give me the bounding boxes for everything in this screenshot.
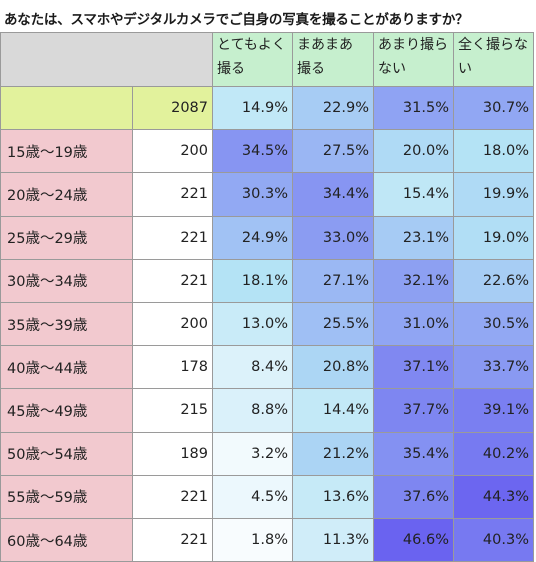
percent-cell: 37.7% (373, 388, 454, 433)
percent-cell: 3.2% (212, 431, 293, 476)
age-group-label: 50歳～54歳 (0, 431, 133, 476)
total-value-cell: 22.9% (292, 86, 374, 131)
column-header-line: 撮る (217, 61, 245, 77)
age-group-label: 30歳～34歳 (0, 258, 133, 303)
percent-cell: 40.2% (453, 431, 534, 476)
percent-cell: 39.1% (453, 388, 534, 433)
percent-cell: 46.6% (373, 518, 454, 562)
percent-cell: 37.1% (373, 345, 454, 390)
percent-cell: 30.5% (453, 302, 534, 347)
percent-cell: 8.4% (212, 345, 293, 390)
age-group-label: 25歳～29歳 (0, 215, 133, 260)
percent-cell: 1.8% (212, 518, 293, 562)
percent-cell: 32.1% (373, 258, 454, 303)
sample-size-cell: 178 (132, 345, 213, 390)
percent-cell: 13.0% (212, 302, 293, 347)
percent-cell: 34.4% (292, 172, 374, 217)
percent-cell: 18.0% (453, 129, 534, 174)
total-value-cell: 31.5% (373, 86, 454, 131)
age-group-label: 60歳～64歳 (0, 518, 133, 562)
sample-size-cell: 200 (132, 129, 213, 174)
total-n-cell: 2087 (132, 86, 213, 131)
age-group-label: 45歳～49歳 (0, 388, 133, 433)
percent-cell: 33.0% (292, 215, 374, 260)
sample-size-cell: 221 (132, 258, 213, 303)
percent-cell: 18.1% (212, 258, 293, 303)
sample-size-cell: 221 (132, 474, 213, 519)
percent-cell: 27.1% (292, 258, 374, 303)
column-header-line: とてもよく (217, 37, 286, 53)
percent-cell: 4.5% (212, 474, 293, 519)
age-group-label: 40歳～44歳 (0, 345, 133, 390)
sample-size-cell: 221 (132, 172, 213, 217)
percent-cell: 24.9% (212, 215, 293, 260)
column-header-line: あまり撮ら (378, 37, 448, 53)
survey-table: とてもよく 撮る まあまあ 撮る あまり撮ら ない 全く撮らない 2087 14.9% 22.9%… (0, 32, 534, 562)
percent-cell: 23.1% (373, 215, 454, 260)
percent-cell: 13.6% (292, 474, 374, 519)
percent-cell: 22.6% (453, 258, 534, 303)
column-header-line: 全く撮らな (458, 37, 528, 53)
percent-cell: 19.9% (453, 172, 534, 217)
percent-cell: 35.4% (373, 431, 454, 476)
sample-size-cell: 221 (132, 215, 213, 260)
percent-cell: 31.0% (373, 302, 454, 347)
sample-size-cell: 189 (132, 431, 213, 476)
percent-cell: 25.5% (292, 302, 374, 347)
column-header-line: ない (378, 61, 406, 77)
sample-size-cell: 200 (132, 302, 213, 347)
column-header-line: 撮る (297, 61, 325, 77)
sample-size-cell: 221 (132, 518, 213, 562)
page-title: あなたは、スマホやデジタルカメラでご自身の写真を撮ることがありますか？ (4, 12, 469, 28)
total-row-label (0, 86, 133, 131)
percent-cell: 15.4% (373, 172, 454, 217)
percent-cell: 33.7% (453, 345, 534, 390)
age-group-label: 15歳～19歳 (0, 129, 133, 174)
percent-cell: 27.5% (292, 129, 374, 174)
percent-cell: 30.3% (212, 172, 293, 217)
column-header-line: い (458, 61, 472, 77)
age-group-label: 35歳～39歳 (0, 302, 133, 347)
age-group-label: 20歳～24歳 (0, 172, 133, 217)
percent-cell: 34.5% (212, 129, 293, 174)
percent-cell: 37.6% (373, 474, 454, 519)
percent-cell: 21.2% (292, 431, 374, 476)
percent-cell: 14.4% (292, 388, 374, 433)
percent-cell: 20.8% (292, 345, 374, 390)
sample-size-cell: 215 (132, 388, 213, 433)
column-header: 全く撮らない (453, 32, 534, 87)
column-header-line: まあまあ (297, 37, 353, 53)
age-group-label: 55歳～59歳 (0, 474, 133, 519)
column-header: あまり撮ら ない (373, 32, 454, 87)
percent-cell: 11.3% (292, 518, 374, 562)
percent-cell: 20.0% (373, 129, 454, 174)
column-header: まあまあ 撮る (292, 32, 374, 87)
total-value-cell: 30.7% (453, 86, 534, 131)
percent-cell: 44.3% (453, 474, 534, 519)
percent-cell: 8.8% (212, 388, 293, 433)
percent-cell: 19.0% (453, 215, 534, 260)
percent-cell: 40.3% (453, 518, 534, 562)
header-blank-cell (0, 32, 213, 87)
total-value-cell: 14.9% (212, 86, 293, 131)
column-header: とてもよく 撮る (212, 32, 293, 87)
